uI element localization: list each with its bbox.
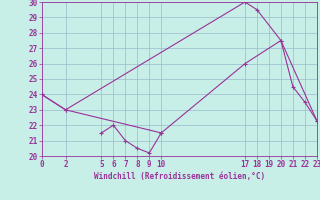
- X-axis label: Windchill (Refroidissement éolien,°C): Windchill (Refroidissement éolien,°C): [94, 172, 265, 181]
